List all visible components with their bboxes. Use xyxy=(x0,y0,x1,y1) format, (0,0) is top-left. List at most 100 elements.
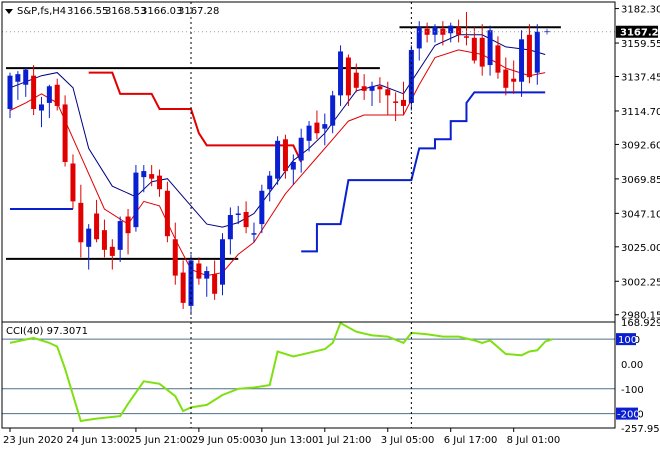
axis-layer: 3182.30 3159.55 3137.45 3114.70 3092.60 3069.… xyxy=(1,1,660,446)
header: S&P,fs,H4 3166.55 3168.53 3166.03 3167.2… xyxy=(5,6,219,17)
time-axis-label: 23 Jun 2020 xyxy=(3,435,63,446)
price-axis-label: 3159.55 xyxy=(621,39,660,50)
candle-body xyxy=(385,89,391,96)
cci-pane xyxy=(2,321,615,423)
cci-axis-label: 0.00 xyxy=(621,360,643,371)
candle-body xyxy=(204,271,210,279)
candle-body xyxy=(23,69,29,85)
candle-body xyxy=(164,190,170,237)
candle-body xyxy=(172,239,178,276)
candle-body xyxy=(133,172,139,228)
candle-body xyxy=(267,175,273,190)
close-value: 3167.28 xyxy=(178,6,219,17)
price-pane: + xyxy=(2,12,615,315)
candle-body xyxy=(322,124,328,129)
candle-body xyxy=(243,211,249,228)
candle-body xyxy=(70,163,76,202)
time-axis-label: 8 Jul 01:00 xyxy=(507,435,561,446)
time-axis-label: 6 Jul 17:00 xyxy=(444,435,498,446)
candle-body xyxy=(330,95,336,126)
cci-pane-frame xyxy=(1,321,616,429)
price-axis-label: 3069.85 xyxy=(621,175,660,186)
candle-body xyxy=(519,39,525,82)
cci-current-value-label: 100 xyxy=(618,335,637,346)
candle-body xyxy=(471,37,477,61)
candle-body xyxy=(275,140,281,179)
candle-body xyxy=(401,99,406,106)
candle-body xyxy=(180,272,186,303)
chart-menu-triangle-icon[interactable] xyxy=(5,9,13,14)
last-bar-plus-marker: + xyxy=(543,28,551,38)
cci-line xyxy=(9,321,554,423)
price-axis-label: 3114.70 xyxy=(621,107,660,118)
candle-body xyxy=(377,86,383,90)
candle-body xyxy=(290,162,296,170)
candle-body xyxy=(503,69,509,88)
candle-body xyxy=(424,28,430,35)
candle-body xyxy=(393,101,399,103)
price-axis-label: 2980.15 xyxy=(621,311,660,322)
candle-body xyxy=(46,86,52,103)
candle-body xyxy=(259,190,265,225)
price-axis-label: 3002.25 xyxy=(621,277,660,288)
candle-body xyxy=(338,51,344,96)
candle-body xyxy=(101,230,107,250)
time-axis-label: 3 Jul 05:00 xyxy=(381,435,435,446)
cci-low-value-label: -200 xyxy=(617,410,640,421)
candle-body xyxy=(448,25,454,34)
candle-body xyxy=(31,75,37,109)
candle-body xyxy=(78,202,84,243)
price-axis-label: 3137.45 xyxy=(621,73,660,84)
candle-body xyxy=(526,34,532,78)
candle-body xyxy=(54,84,60,106)
candle-body xyxy=(511,78,517,82)
time-axis-label: 24 Jun 13:00 xyxy=(66,435,130,446)
candle-body xyxy=(479,37,485,67)
slow-moving-average-line xyxy=(9,49,546,277)
candle-body xyxy=(534,31,540,73)
candle-body xyxy=(149,174,155,179)
cci-current-value-tag xyxy=(616,333,636,346)
candle-body xyxy=(117,221,123,250)
time-axis-label: 29 Jun 05:00 xyxy=(192,435,256,446)
candle-body xyxy=(416,27,422,49)
candle-body xyxy=(157,175,163,190)
candle-body xyxy=(251,233,257,235)
time-axis-label: 25 Jun 21:00 xyxy=(129,435,193,446)
high-value: 3168.53 xyxy=(105,6,146,17)
candle-body xyxy=(62,104,68,162)
time-axis-label: 1 Jul 21:00 xyxy=(318,435,372,446)
low-value: 3166.03 xyxy=(141,6,182,17)
candle-body xyxy=(125,216,131,234)
candle-body xyxy=(196,263,202,279)
candle-body xyxy=(314,122,320,134)
candle-body xyxy=(227,215,233,240)
candle-body xyxy=(495,45,501,73)
candle-body xyxy=(141,171,147,178)
candle-body xyxy=(15,74,21,82)
candle-body xyxy=(219,239,225,285)
price-axis-label: 3092.60 xyxy=(621,140,660,151)
candle-body xyxy=(432,27,438,35)
candle-body xyxy=(235,213,241,216)
candle-body xyxy=(109,246,115,256)
candle-body xyxy=(353,72,359,88)
candle-body xyxy=(306,125,312,141)
candle-body xyxy=(212,274,218,294)
candle-body xyxy=(38,104,44,111)
cci-axis-label: -257.9503 xyxy=(621,424,660,435)
candle-body xyxy=(298,137,304,161)
time-axis-label: 30 Jun 13:00 xyxy=(255,435,319,446)
candle-body xyxy=(94,213,100,240)
cci-axis-label: 168.9294 xyxy=(621,318,660,329)
candle-body xyxy=(408,49,414,103)
current-price-tag xyxy=(616,25,658,38)
price-axis-label: 3047.10 xyxy=(621,209,660,220)
open-value: 3166.55 xyxy=(67,6,108,17)
price-axis-label: 3182.30 xyxy=(621,5,660,16)
cci-low-value-tag xyxy=(616,407,638,420)
candle-body xyxy=(463,36,469,38)
candle-body xyxy=(369,86,375,91)
